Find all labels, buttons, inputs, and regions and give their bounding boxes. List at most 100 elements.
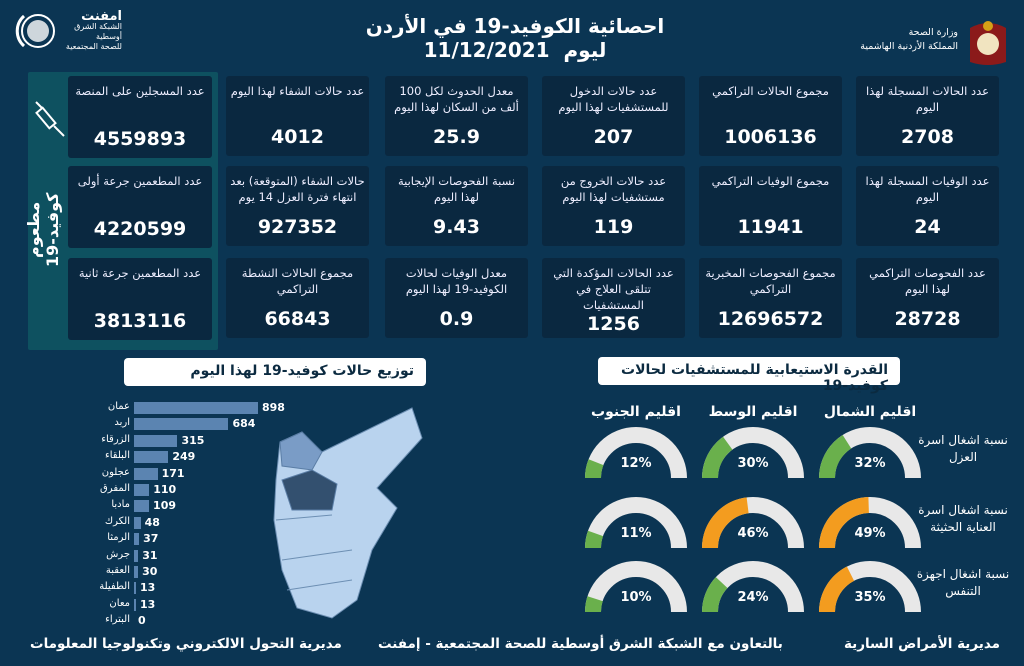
gauge-value: 35%	[854, 590, 886, 605]
stat-card: عدد الحالات المؤكدة التي تتلقى العلاج في…	[542, 258, 685, 338]
stat-card: حالات الشفاء (المتوقعة) بعد انتهاء فترة …	[226, 166, 369, 246]
vaccine-card: عدد المطعمين جرعة ثانية 3813116	[68, 258, 212, 340]
stat-card: نسبة الفحوصات الإيجابية لهذا اليوم 9.43	[385, 166, 528, 246]
stat-card: عدد حالات الشفاء لهذا اليوم 4012	[226, 76, 369, 156]
vaccine-label: عدد المطعمين جرعة ثانية	[78, 266, 202, 280]
bar	[134, 549, 139, 562]
gauge-fill	[585, 596, 603, 613]
bar-value: 13	[140, 597, 156, 611]
bar-label: البلقاء	[105, 450, 130, 462]
stat-card: مجموع الحالات التراكمي 1006136	[699, 76, 842, 156]
stat-value: 25.9	[433, 126, 480, 148]
stat-label: عدد الحالات المؤكدة التي تتلقى العلاج في…	[553, 266, 674, 312]
stat-card: مجموع الوفيات التراكمي 11941	[699, 166, 842, 246]
gauge-value: 24%	[737, 590, 769, 605]
stat-value: 28728	[894, 308, 961, 330]
bar-label: المفرق	[100, 483, 130, 494]
stat-label: حالات الشفاء (المتوقعة) بعد انتهاء فترة …	[230, 174, 365, 204]
bar-value: 249	[172, 450, 196, 464]
stat-card: عدد حالات الخروج من مستشفيات لهذا اليوم 1…	[542, 166, 685, 246]
emphnet-logo-text: امفنت الشبكة الشرق أوسطية للصحة المجتمعي…	[65, 9, 122, 51]
gauge-value: 12%	[620, 456, 652, 471]
stat-label: مجموع الحالات التراكمي	[712, 84, 829, 98]
footer-left: مديرية التحول الالكتروني وتكنولوجيا المع…	[30, 636, 342, 652]
bar-label: الرمثا	[107, 532, 130, 544]
bar-label: عجلون	[101, 466, 130, 478]
vaccine-value: 4559893	[93, 128, 187, 150]
stat-label: عدد حالات الشفاء لهذا اليوم	[230, 84, 365, 98]
capacity-title: القدرة الاستيعابية للمستشفيات لحالات كوف…	[598, 357, 900, 394]
stat-value: 9.43	[433, 216, 480, 238]
bar-value: 31	[142, 548, 158, 562]
vaccine-value: 3813116	[93, 310, 187, 332]
bar	[134, 418, 229, 431]
bar-label: الطفيلة	[99, 581, 130, 593]
capacity-row-label: نسبة اشغال اجهزة التنفس	[916, 567, 1010, 598]
gauge-fill	[585, 459, 604, 479]
bar-label: معان	[109, 597, 130, 609]
ministry-name: وزارة الصحة المملكة الأردنية الهاشمية	[860, 27, 958, 52]
gauge-value: 46%	[737, 526, 769, 541]
stat-value: 1256	[587, 313, 640, 335]
gauge-fill	[702, 577, 728, 613]
stat-label: معدل الحدوث لكل 100 ألف من السكان لهذا ا…	[394, 84, 519, 114]
bar-value: 0	[138, 614, 146, 628]
stat-value: 0.9	[439, 308, 474, 330]
emphnet-logo	[14, 8, 60, 54]
footer-right: مديرية الأمراض السارية	[843, 636, 1000, 652]
region-header: اقليم الجنوب	[591, 404, 681, 420]
bar-label: الزرقاء	[101, 433, 130, 445]
stat-value: 1006136	[724, 126, 817, 148]
stat-label: معدل الوفيات لحالات الكوفيد-19 لهذا اليو…	[405, 266, 508, 296]
bar	[134, 484, 150, 496]
stat-value: 11941	[737, 216, 804, 238]
bar	[134, 566, 139, 578]
vaccine-card: عدد المطعمين جرعة أولى 4220599	[68, 166, 212, 248]
capacity-row-label: نسبة اشغال اسرة العناية الحثيثة	[918, 503, 1008, 534]
stat-value: 927352	[257, 216, 338, 238]
bar	[134, 533, 140, 546]
page-title: احصائية الكوفيد-19 في الأردن ليوم 11/12/…	[365, 14, 665, 62]
gauge-fill	[585, 530, 604, 549]
bar-value: 48	[144, 515, 160, 529]
bar-label: البتراء	[105, 614, 130, 626]
stat-value: 24	[914, 216, 941, 238]
bar-label: اربد	[114, 417, 130, 429]
stat-label: مجموع الفحوصات المخبرية التراكمي	[705, 266, 836, 296]
stat-value: 66843	[264, 308, 331, 330]
stat-label: عدد الحالات المسجلة لهذا اليوم	[865, 84, 990, 114]
bar-value: 684	[232, 417, 256, 431]
gauge-value: 10%	[620, 590, 652, 605]
stat-card: معدل الوفيات لحالات الكوفيد-19 لهذا اليو…	[385, 258, 528, 338]
stat-label: عدد الوفيات المسجلة لهذا اليوم	[865, 174, 990, 204]
bar	[134, 467, 158, 480]
footer-center: بالتعاون مع الشبكة الشرق أوسطية للصحة ال…	[378, 636, 783, 652]
capacity-row-label: نسبة اشغال اسرة العزل	[918, 433, 1008, 464]
stat-label: نسبة الفحوصات الإيجابية لهذا اليوم	[397, 174, 516, 204]
gauge-value: 49%	[854, 526, 886, 541]
bar-value: 30	[142, 565, 158, 578]
syringe-icon	[32, 98, 68, 138]
bar-label: عمان	[107, 401, 130, 412]
bar	[134, 434, 178, 447]
stat-label: عدد حالات الخروج من مستشفيات لهذا اليوم	[560, 174, 667, 204]
stat-card: مجموع الفحوصات المخبرية التراكمي 12696572	[699, 258, 842, 338]
bar	[134, 500, 150, 513]
stat-card: عدد الحالات المسجلة لهذا اليوم 2708	[856, 76, 999, 156]
stat-value: 12696572	[717, 308, 824, 330]
gauge-value: 30%	[737, 456, 769, 471]
stat-label: مجموع الحالات النشطة التراكمي	[241, 266, 354, 296]
stat-value: 119	[593, 216, 634, 238]
bar-label: مادبا	[111, 499, 130, 511]
bar-value: 898	[262, 401, 285, 414]
bar	[134, 582, 136, 595]
region-header: اقليم الشمال	[823, 404, 917, 420]
bar-value: 171	[161, 466, 185, 480]
gauge-value: 11%	[620, 526, 652, 541]
stat-value: 207	[593, 126, 634, 148]
bar-label: الكرك	[104, 515, 130, 527]
distribution-title: توزيع حالات كوفيد-19 لهذا اليوم	[124, 358, 426, 386]
vaccine-panel-title: مطعوم كوفيد-19	[24, 192, 62, 268]
stat-value: 2708	[901, 126, 954, 148]
bar-value: 13	[140, 581, 156, 595]
